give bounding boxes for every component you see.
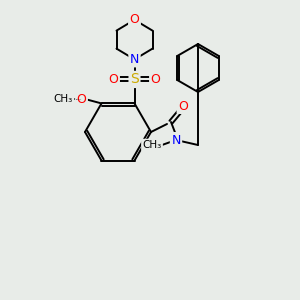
Text: CH₃: CH₃ bbox=[54, 94, 73, 104]
Text: CH₃: CH₃ bbox=[142, 140, 162, 150]
Text: O: O bbox=[130, 13, 140, 26]
Text: N: N bbox=[130, 53, 139, 66]
Text: S: S bbox=[130, 72, 139, 86]
Text: O: O bbox=[151, 73, 160, 86]
Text: N: N bbox=[171, 134, 181, 146]
Text: O: O bbox=[76, 93, 86, 106]
Text: O: O bbox=[178, 100, 188, 112]
Text: methoxy: methoxy bbox=[75, 99, 82, 100]
Text: O: O bbox=[109, 73, 118, 86]
